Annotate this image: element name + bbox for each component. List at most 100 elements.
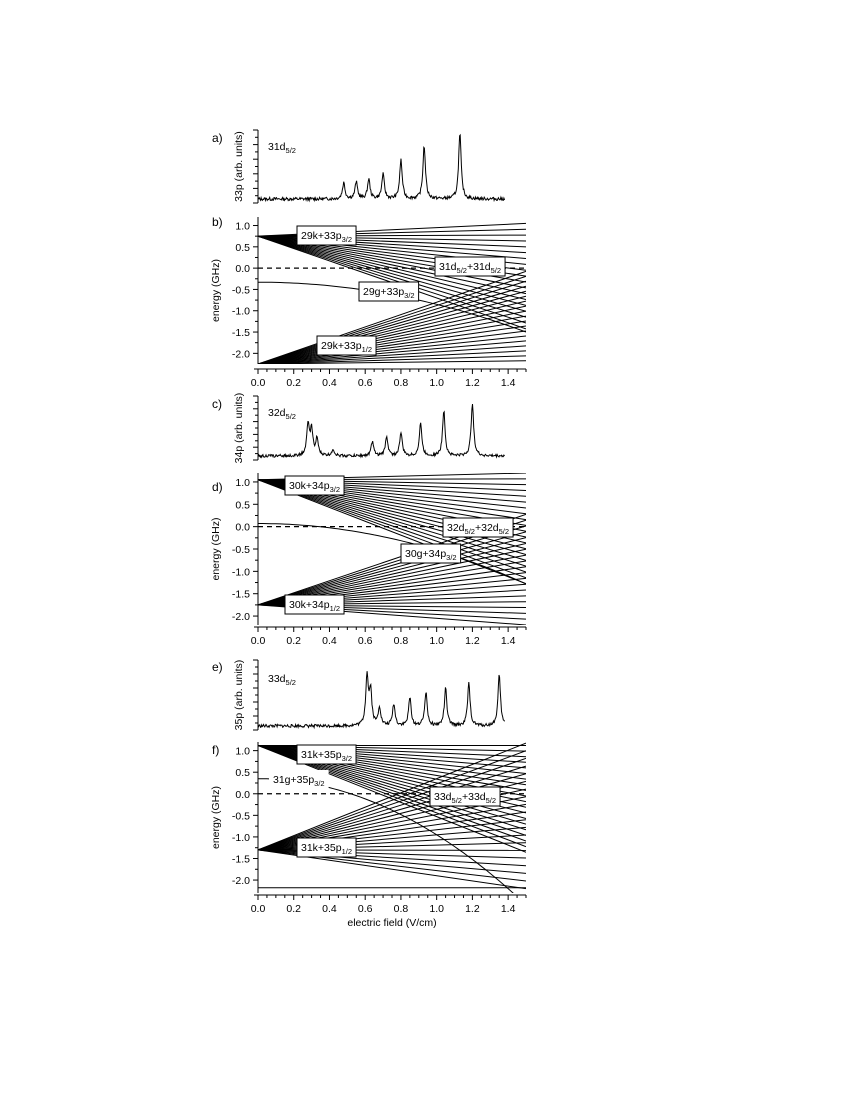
y-axis-label: 33p (arb. units): [233, 131, 245, 202]
x-tick-label: 1.2: [465, 635, 480, 647]
x-tick-label: 1.0: [429, 635, 444, 647]
x-tick-label: 1.2: [465, 903, 480, 915]
stark-level: [258, 335, 526, 364]
y-tick-label: -0.5: [232, 544, 250, 556]
stark-level: [258, 479, 526, 579]
y-tick-label: 1.0: [235, 221, 250, 233]
stark-level: [258, 340, 526, 364]
y-axis-label: 35p (arb. units): [233, 660, 245, 731]
x-tick-label: 0.4: [322, 903, 337, 915]
state-annotation: 30g+34p3/2: [400, 543, 462, 564]
spectrum-panel: c) 34p (arb. units) 32d5/2: [212, 393, 505, 464]
x-axis: 0.0 0.2 0.4 0.6 0.8 1.0 1.2 1.4: [251, 894, 527, 915]
stark-level: [258, 305, 526, 364]
stark-level: [258, 235, 526, 318]
panel-letter: a): [212, 131, 223, 145]
x-tick-label: 0.2: [286, 377, 301, 389]
state-annotation: 31k+35p1/2: [296, 837, 357, 858]
y-tick-label: -2.0: [232, 611, 250, 623]
spectrum-panel: a) 33p (arb. units) 31d5/2: [212, 129, 506, 204]
panel-letter: d): [212, 480, 223, 494]
stark-level: [258, 235, 526, 324]
y-axis-label: energy (GHz): [210, 517, 222, 580]
x-tick-label: 0.2: [286, 635, 301, 647]
stark-level: [258, 235, 526, 295]
state-label: 31d5/2: [268, 141, 296, 155]
x-tick-label: 0.2: [286, 903, 301, 915]
state-annotation-label: 29k+33p3/2: [301, 230, 352, 244]
x-axis-label: electric field (V/cm): [347, 917, 436, 929]
state-annotation: 31k+35p3/2: [296, 744, 357, 765]
stark-level: [258, 325, 526, 364]
panel-letter: f): [212, 743, 219, 757]
stark-level: [258, 330, 526, 364]
spectrum-panel: e) 35p (arb. units) 33d5/2: [212, 659, 506, 731]
stark-level: [258, 765, 526, 851]
x-axis: 0.0 0.2 0.4 0.6 0.8 1.0 1.2 1.4: [251, 368, 527, 389]
state-annotation-label: 31k+35p3/2: [301, 749, 352, 763]
y-tick-label: -1.5: [232, 853, 250, 865]
state-annotation-label: 31g+35p3/2: [273, 774, 325, 788]
state-annotation: 29g+33p3/2: [358, 281, 420, 302]
stark-level: [258, 320, 526, 364]
x-tick-label: 0.8: [394, 377, 409, 389]
state-annotation-label: 32d5/2+32d5/2: [447, 522, 509, 536]
state-annotation: 29k+33p3/2: [296, 225, 357, 246]
x-tick-label: 0.4: [322, 377, 337, 389]
stark-level: [258, 235, 526, 306]
x-tick-label: 1.0: [429, 377, 444, 389]
y-tick-label: 1.0: [235, 746, 250, 758]
y-tick-label: -1.0: [232, 306, 250, 318]
y-tick-label: 1.0: [235, 477, 250, 489]
y-tick-label: -1.0: [232, 566, 250, 578]
y-tick-label: 0.0: [235, 789, 250, 801]
state-annotation-label: 33d5/2+33d5/2: [434, 791, 496, 805]
y-tick-label: -1.5: [232, 327, 250, 339]
y-tick-label: -1.5: [232, 589, 250, 601]
y-tick-label: -1.0: [232, 832, 250, 844]
state-annotation-label: 31d5/2+31d5/2: [439, 261, 501, 275]
stark-level: [258, 773, 526, 851]
stark-level: [258, 270, 526, 364]
stark-level: [258, 345, 526, 364]
x-tick-label: 0.6: [358, 903, 373, 915]
x-tick-label: 1.2: [465, 377, 480, 389]
state-annotation-label: 29k+33p1/2: [321, 340, 372, 354]
energy-panel: f) 1.0 0.5 0.0 -0.5 -1.0 -1.5 -2.0 energy (GHz) 3…: [210, 742, 526, 893]
stark-level: [258, 285, 526, 364]
spectrum-trace: [257, 403, 505, 459]
y-axis-label: energy (GHz): [210, 259, 222, 322]
state-annotation: 32d5/2+32d5/2: [442, 517, 514, 538]
stark-level: [258, 275, 526, 364]
panel-letter: b): [212, 215, 223, 229]
spectrum-trace: [257, 671, 506, 730]
stark-level: [258, 525, 526, 606]
stark-level: [258, 310, 526, 364]
x-tick-label: 0.0: [251, 635, 266, 647]
state-annotation-label: 29g+33p3/2: [363, 286, 415, 300]
state-label: 32d5/2: [268, 407, 296, 421]
stark-level: [258, 290, 526, 364]
stark-level: [258, 280, 526, 364]
stark-level: [258, 757, 526, 851]
x-tick-label: 1.0: [429, 903, 444, 915]
x-axis: 0.0 0.2 0.4 0.6 0.8 1.0 1.2 1.4: [251, 626, 527, 647]
x-tick-label: 1.4: [501, 377, 516, 389]
state-annotation-label: 31k+35p1/2: [301, 842, 352, 856]
y-tick-label: 0.5: [235, 242, 250, 254]
state-label: 33d5/2: [268, 673, 296, 687]
panel-letter: e): [212, 660, 223, 674]
state-annotation: 31g+35p3/2: [269, 770, 329, 789]
x-tick-label: 0.6: [358, 377, 373, 389]
y-tick-label: -2.0: [232, 875, 250, 887]
stark-level: [258, 295, 526, 364]
state-annotation-label: 30k+34p3/2: [289, 480, 340, 494]
state-annotation-label: 30g+34p3/2: [405, 548, 457, 562]
y-tick-label: 0.5: [235, 767, 250, 779]
y-tick-label: -0.5: [232, 284, 250, 296]
stark-level: [258, 300, 526, 364]
state-annotation: 30k+34p3/2: [284, 475, 345, 496]
stark-level: [258, 315, 526, 364]
y-axis-label: 34p (arb. units): [233, 393, 245, 464]
